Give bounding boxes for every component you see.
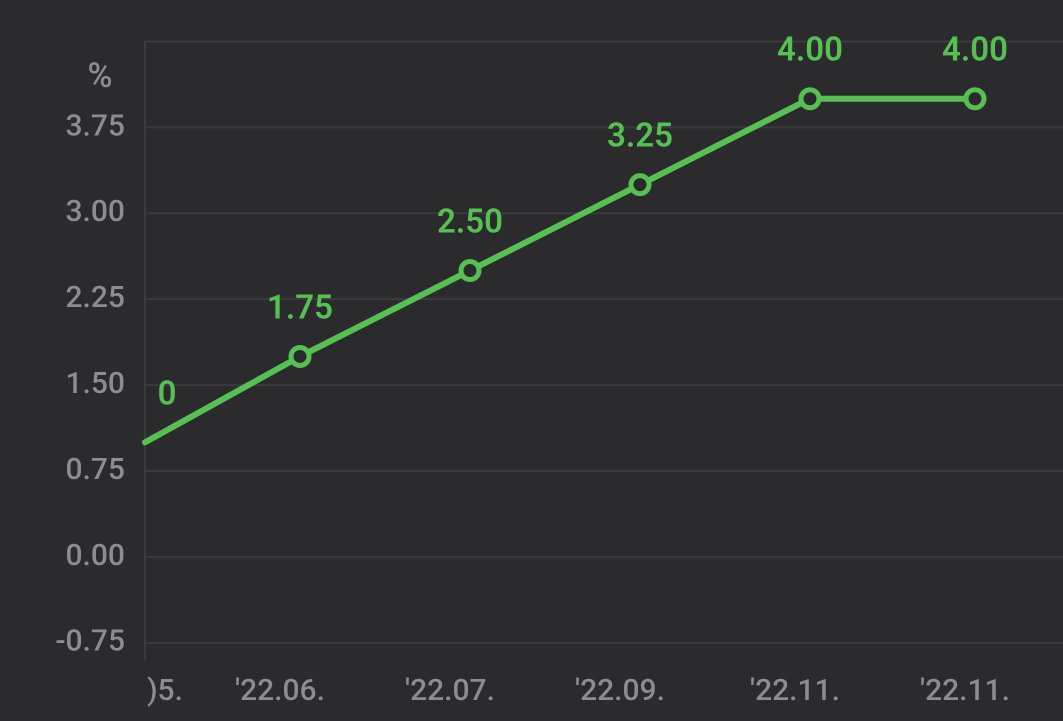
data-point-label: 3.25 <box>607 117 673 156</box>
unit-label: % <box>87 56 112 96</box>
data-point-marker <box>291 347 309 365</box>
line-chart: -0.75 0.00 0.75 1.50 2.25 3.00 3.75% )5. '22.06.… <box>0 0 1063 721</box>
chart-svg: -0.75 0.00 0.75 1.50 2.25 3.00 3.75% )5. '22.06.… <box>0 0 1063 721</box>
data-point-marker <box>801 90 819 108</box>
x-tick-label: )5. <box>147 673 183 708</box>
y-tick-label: 2.25 <box>66 280 126 315</box>
x-tick-label: '22.09. <box>575 673 665 708</box>
data-point-marker <box>966 90 984 108</box>
data-point-label: 0 <box>158 374 177 413</box>
x-tick-label: '22.11. <box>750 673 840 708</box>
data-point-label: 2.50 <box>437 203 503 242</box>
data-point-marker <box>631 176 649 194</box>
y-tick-label: 0.00 <box>66 538 126 573</box>
y-tick-label: 1.50 <box>66 366 126 401</box>
data-point-label: 4.00 <box>942 31 1008 70</box>
data-point-marker <box>461 262 479 280</box>
data-point-label: 1.75 <box>267 288 333 327</box>
chart-background <box>0 0 1063 721</box>
x-tick-label: '22.11. <box>920 673 1010 708</box>
y-tick-label: -0.75 <box>55 624 125 659</box>
y-tick-label: 3.75 <box>66 108 126 143</box>
x-tick-label: '22.07. <box>405 673 495 708</box>
data-point-label: 4.00 <box>777 31 843 70</box>
x-tick-label: '22.06. <box>235 673 325 708</box>
y-tick-label: 0.75 <box>66 452 126 487</box>
y-tick-label: 3.00 <box>66 194 126 229</box>
